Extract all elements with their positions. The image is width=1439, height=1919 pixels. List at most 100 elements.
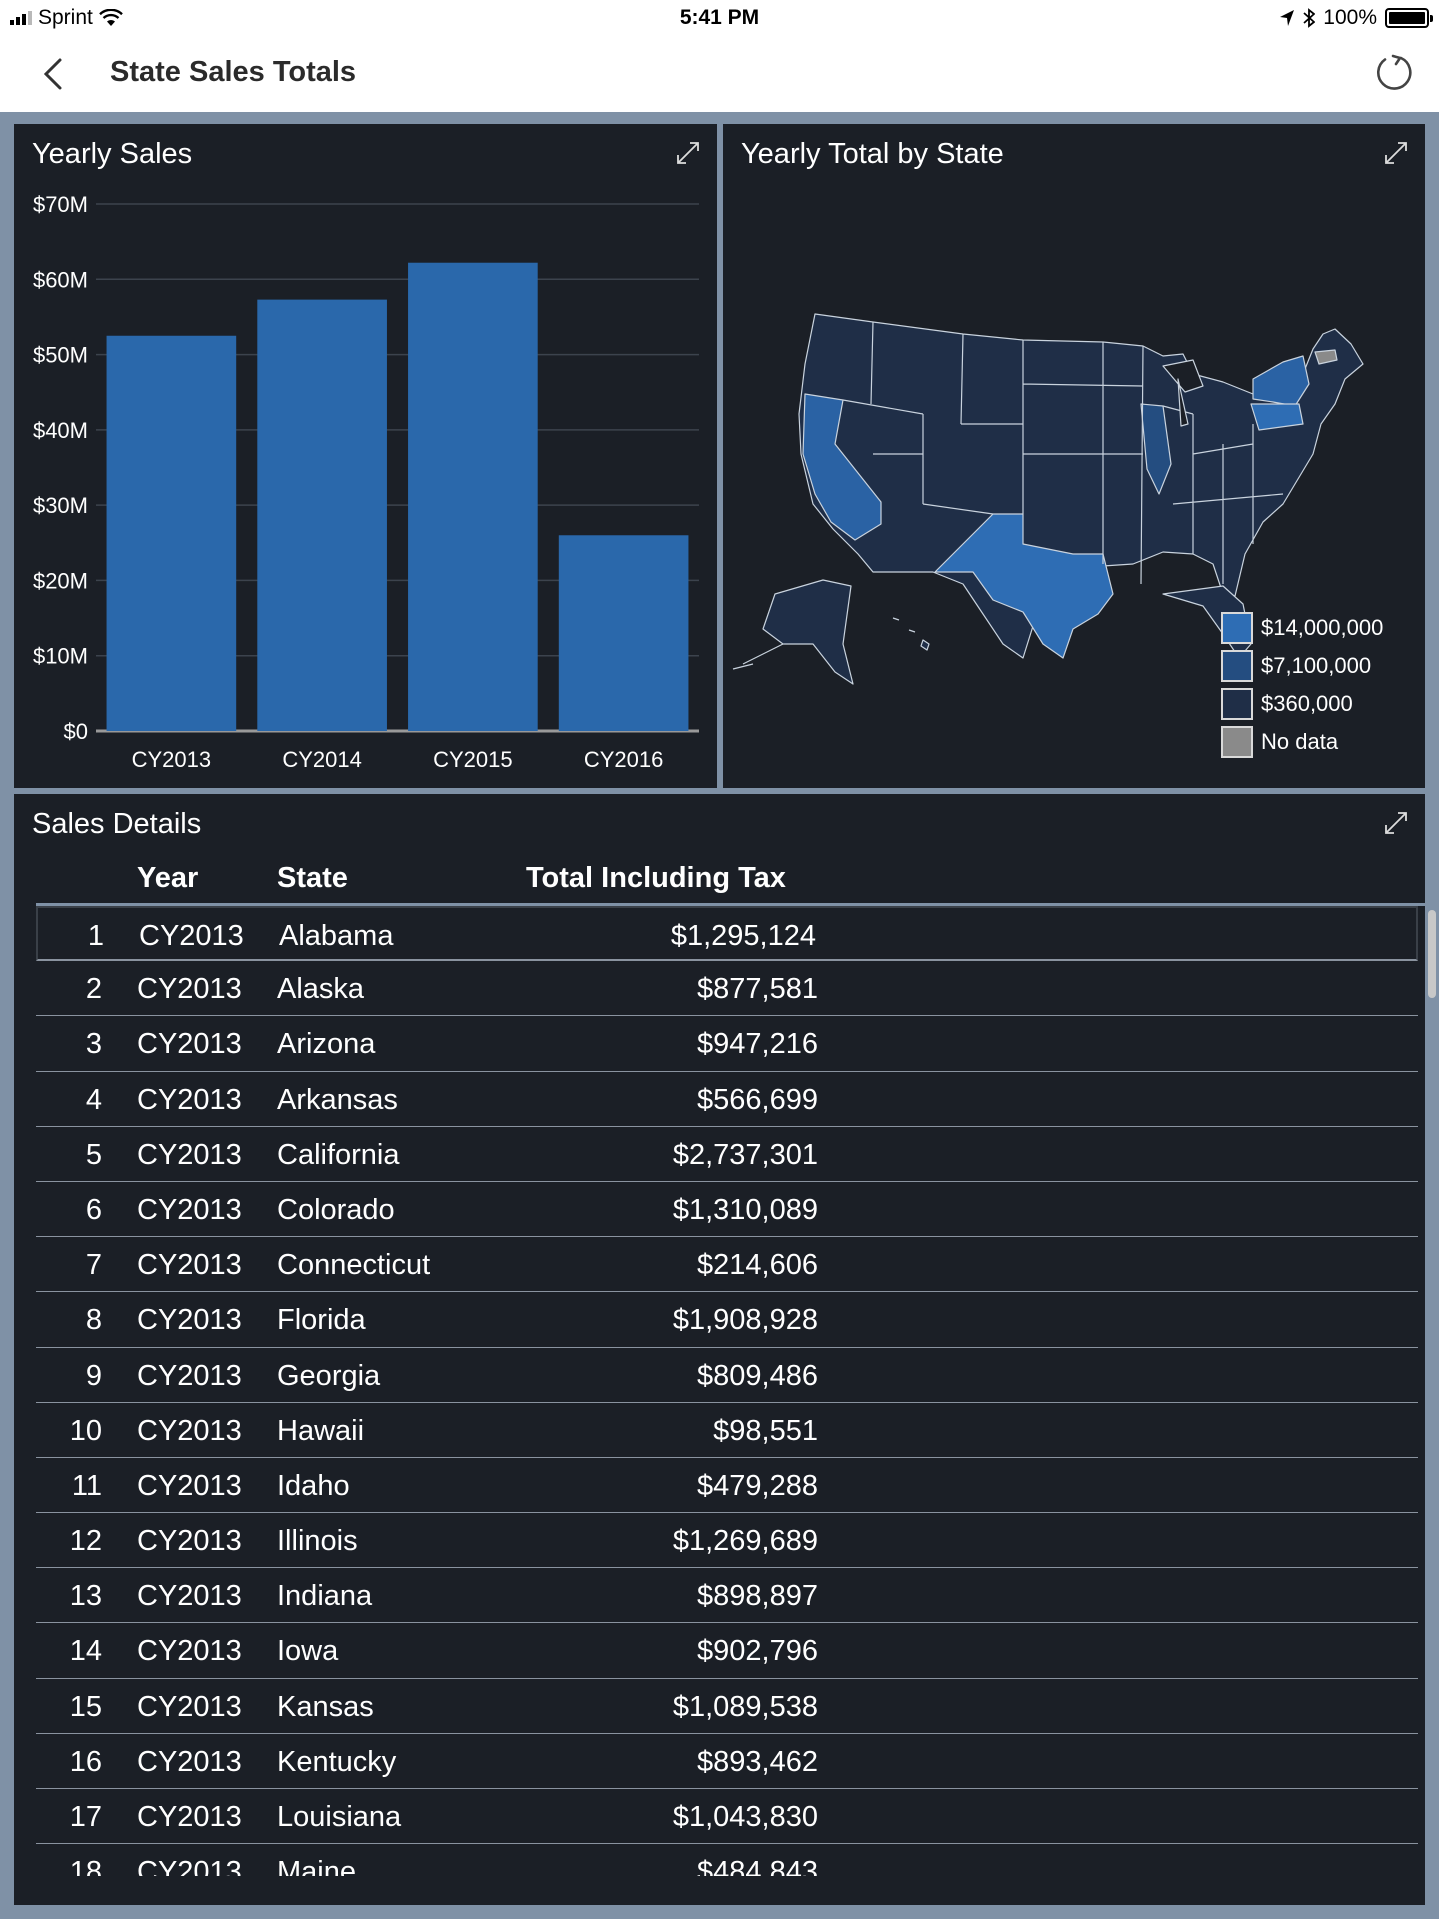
legend-swatch [1221,688,1253,720]
legend-label: $14,000,000 [1261,615,1384,640]
table-row[interactable]: 1 CY2013 Alabama $1,295,124 [36,906,1418,962]
cell-state: Hawaii [277,1414,365,1447]
y-tick-label: $40M [33,418,88,443]
expand-icon[interactable] [675,140,701,166]
cell-state: Alabama [279,920,394,952]
row-number: 17 [69,1801,102,1833]
cell-state: Connecticut [277,1249,431,1282]
cell-year: CY2013 [137,1856,242,1876]
status-left: Sprint [10,6,123,30]
column-header-state[interactable]: State [277,862,348,894]
refresh-icon[interactable] [1371,50,1417,96]
legend-label: $7,100,000 [1261,653,1372,678]
row-number: 6 [85,1193,102,1226]
table-row[interactable]: 4 CY2013 Arkansas $566,699 [36,1072,1418,1127]
cell-year: CY2013 [137,1414,242,1447]
bar[interactable] [408,262,538,731]
nav-bar: State Sales Totals [0,36,1439,112]
state-texas [934,513,1114,659]
cell-year: CY2013 [137,1580,242,1613]
row-number: 12 [69,1525,102,1558]
clock: 5:41 PM [679,6,760,29]
state-california [802,393,882,541]
signal-icon [10,11,32,25]
map-panel: Yearly Total by State [723,124,1425,788]
cell-total: $1,310,089 [672,1193,818,1226]
cell-year: CY2013 [137,1801,242,1833]
cell-total: $1,295,124 [670,920,816,952]
cell-state: Georgia [277,1359,381,1392]
table-row[interactable]: 12 CY2013 Illinois $1,269,689 [36,1513,1418,1569]
legend-label: No data [1261,729,1339,754]
row-number: 15 [69,1690,102,1723]
battery-percent: 100% [1323,6,1377,29]
bluetooth-icon [1303,8,1316,28]
cell-total: $2,737,301 [672,1138,818,1171]
cell-total: $898,897 [697,1580,818,1613]
table-row[interactable]: 17 CY2013 Louisiana $1,043,830 [36,1789,1418,1845]
legend-label: $360,000 [1261,691,1353,716]
us-state-map[interactable] [723,124,1425,788]
state-pennsylvania [1250,403,1304,431]
row-number: 13 [69,1580,102,1613]
cell-total: $893,462 [697,1745,818,1778]
table-row[interactable]: 13 CY2013 Indiana $898,897 [36,1568,1418,1624]
back-chevron-icon[interactable] [32,52,76,96]
cell-total: $484,843 [697,1856,818,1876]
legend-swatch [1221,612,1253,644]
cell-total: $1,908,928 [672,1304,818,1337]
state-alaska [762,579,854,685]
x-tick-label: CY2016 [584,747,664,772]
expand-icon[interactable] [1383,810,1409,836]
sales-details-panel: Sales Details Year State Total Including… [14,794,1436,1905]
table-row[interactable]: 2 CY2013 Alaska $877,581 [36,961,1418,1017]
table-scrollbar[interactable] [1428,910,1436,998]
table-row[interactable]: 15 CY2013 Kansas $1,089,538 [36,1679,1418,1734]
cell-state: Iowa [277,1635,339,1668]
table-row[interactable]: 10 CY2013 Hawaii $98,551 [36,1403,1418,1458]
wifi-icon [99,9,123,26]
cell-total: $1,089,538 [672,1690,818,1723]
cell-year: CY2013 [137,1690,242,1723]
table-row[interactable]: 7 CY2013 Connecticut $214,606 [36,1237,1418,1293]
table-row[interactable]: 9 CY2013 Georgia $809,486 [36,1348,1418,1403]
cell-state: Maine [277,1856,356,1876]
state-illinois [1140,403,1172,495]
page-title: State Sales Totals [110,56,357,88]
bar[interactable] [106,335,237,731]
row-number: 18 [69,1856,102,1876]
cell-year: CY2013 [137,1304,242,1337]
expand-icon[interactable] [1383,140,1409,166]
table-row[interactable]: 5 CY2013 California $2,737,301 [36,1127,1418,1182]
column-header-total[interactable]: Total Including Tax [526,862,786,894]
cell-year: CY2013 [137,1525,242,1558]
legend-swatch [1221,726,1253,758]
cell-year: CY2013 [137,1359,242,1392]
battery-icon [1385,8,1433,28]
bar[interactable] [558,535,689,731]
table-row[interactable]: 8 CY2013 Florida $1,908,928 [36,1292,1418,1348]
carrier-label: Sprint [38,6,93,29]
cell-state: Alaska [277,973,365,1006]
table-row[interactable]: 3 CY2013 Arizona $947,216 [36,1016,1418,1072]
yearly-sales-chart: $0 $10M $20M $30M $40M $50M $60M $70M CY2013 CY20… [33,192,699,772]
table-row[interactable]: 16 CY2013 Kentucky $893,462 [36,1734,1418,1789]
cell-total: $566,699 [697,1083,818,1116]
cell-total: $877,581 [697,973,818,1006]
bar[interactable] [257,299,387,731]
table-row[interactable]: 11 CY2013 Idaho $479,288 [36,1458,1418,1514]
table-body[interactable]: 1 CY2013 Alabama $1,295,124 2 CY2013 Alaska $87… [36,906,1418,1876]
table-row[interactable]: 6 CY2013 Colorado $1,310,089 [36,1182,1418,1238]
cell-state: Colorado [277,1193,395,1226]
table-row[interactable]: 14 CY2013 Iowa $902,796 [36,1623,1418,1679]
x-tick-label: CY2013 [132,747,212,772]
row-number: 5 [85,1138,102,1171]
cell-state: Florida [277,1304,366,1337]
legend-item: $7,100,000 [1221,647,1383,685]
cell-year: CY2013 [137,1249,242,1282]
table-row[interactable]: 18 CY2013 Maine $484,843 [36,1844,1418,1876]
y-tick-label: $10M [33,644,88,669]
column-header-year[interactable]: Year [137,862,199,894]
location-icon [1280,10,1295,26]
state-hawaii [892,617,930,651]
